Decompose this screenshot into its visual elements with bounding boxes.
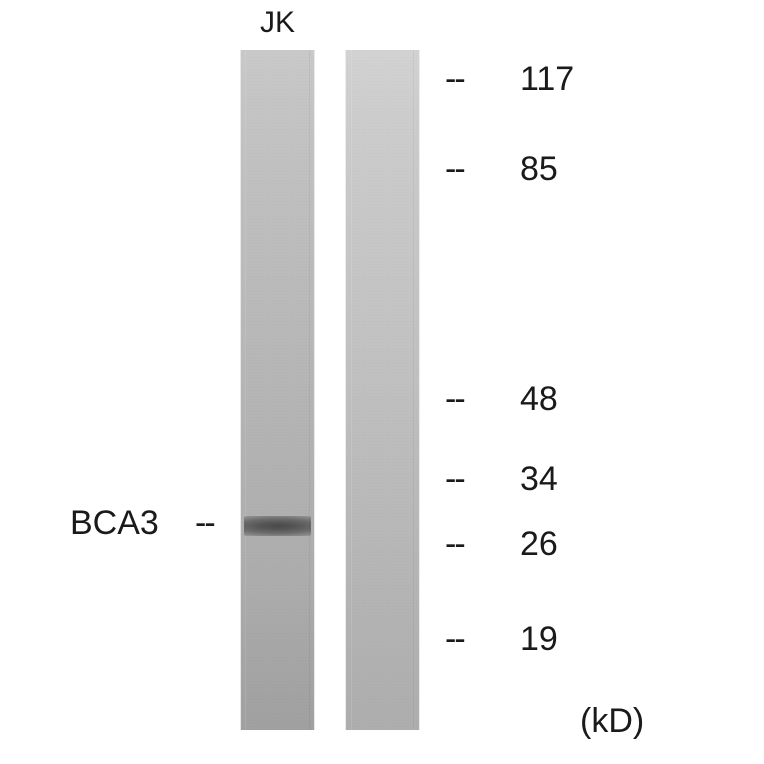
band-label-dash: -- <box>195 504 214 543</box>
mw-dash-48: -- <box>445 380 464 419</box>
mw-dash-19: -- <box>445 620 464 659</box>
lane-grain <box>241 50 314 730</box>
mw-dash-26: -- <box>445 525 464 564</box>
mw-dash-34: -- <box>445 460 464 499</box>
lane-grain <box>346 50 419 730</box>
mw-label-117: 117 <box>520 60 574 99</box>
lane-header-jk: JK <box>260 6 295 40</box>
band-label-bca3: BCA3 <box>70 504 159 543</box>
lane-2-blank <box>345 50 420 730</box>
mw-label-48: 48 <box>520 380 558 419</box>
mw-label-85: 85 <box>520 150 558 189</box>
bca3-band <box>244 516 311 536</box>
lane-1-jk <box>240 50 315 730</box>
mw-unit-label: (kD) <box>580 702 644 741</box>
mw-label-19: 19 <box>520 620 558 659</box>
western-blot-figure: JK BCA3 -- -- 117 -- 85 -- 48 -- 34 -- 2… <box>0 0 764 764</box>
mw-label-26: 26 <box>520 525 558 564</box>
mw-dash-85: -- <box>445 150 464 189</box>
mw-label-34: 34 <box>520 460 558 499</box>
mw-dash-117: -- <box>445 60 464 99</box>
